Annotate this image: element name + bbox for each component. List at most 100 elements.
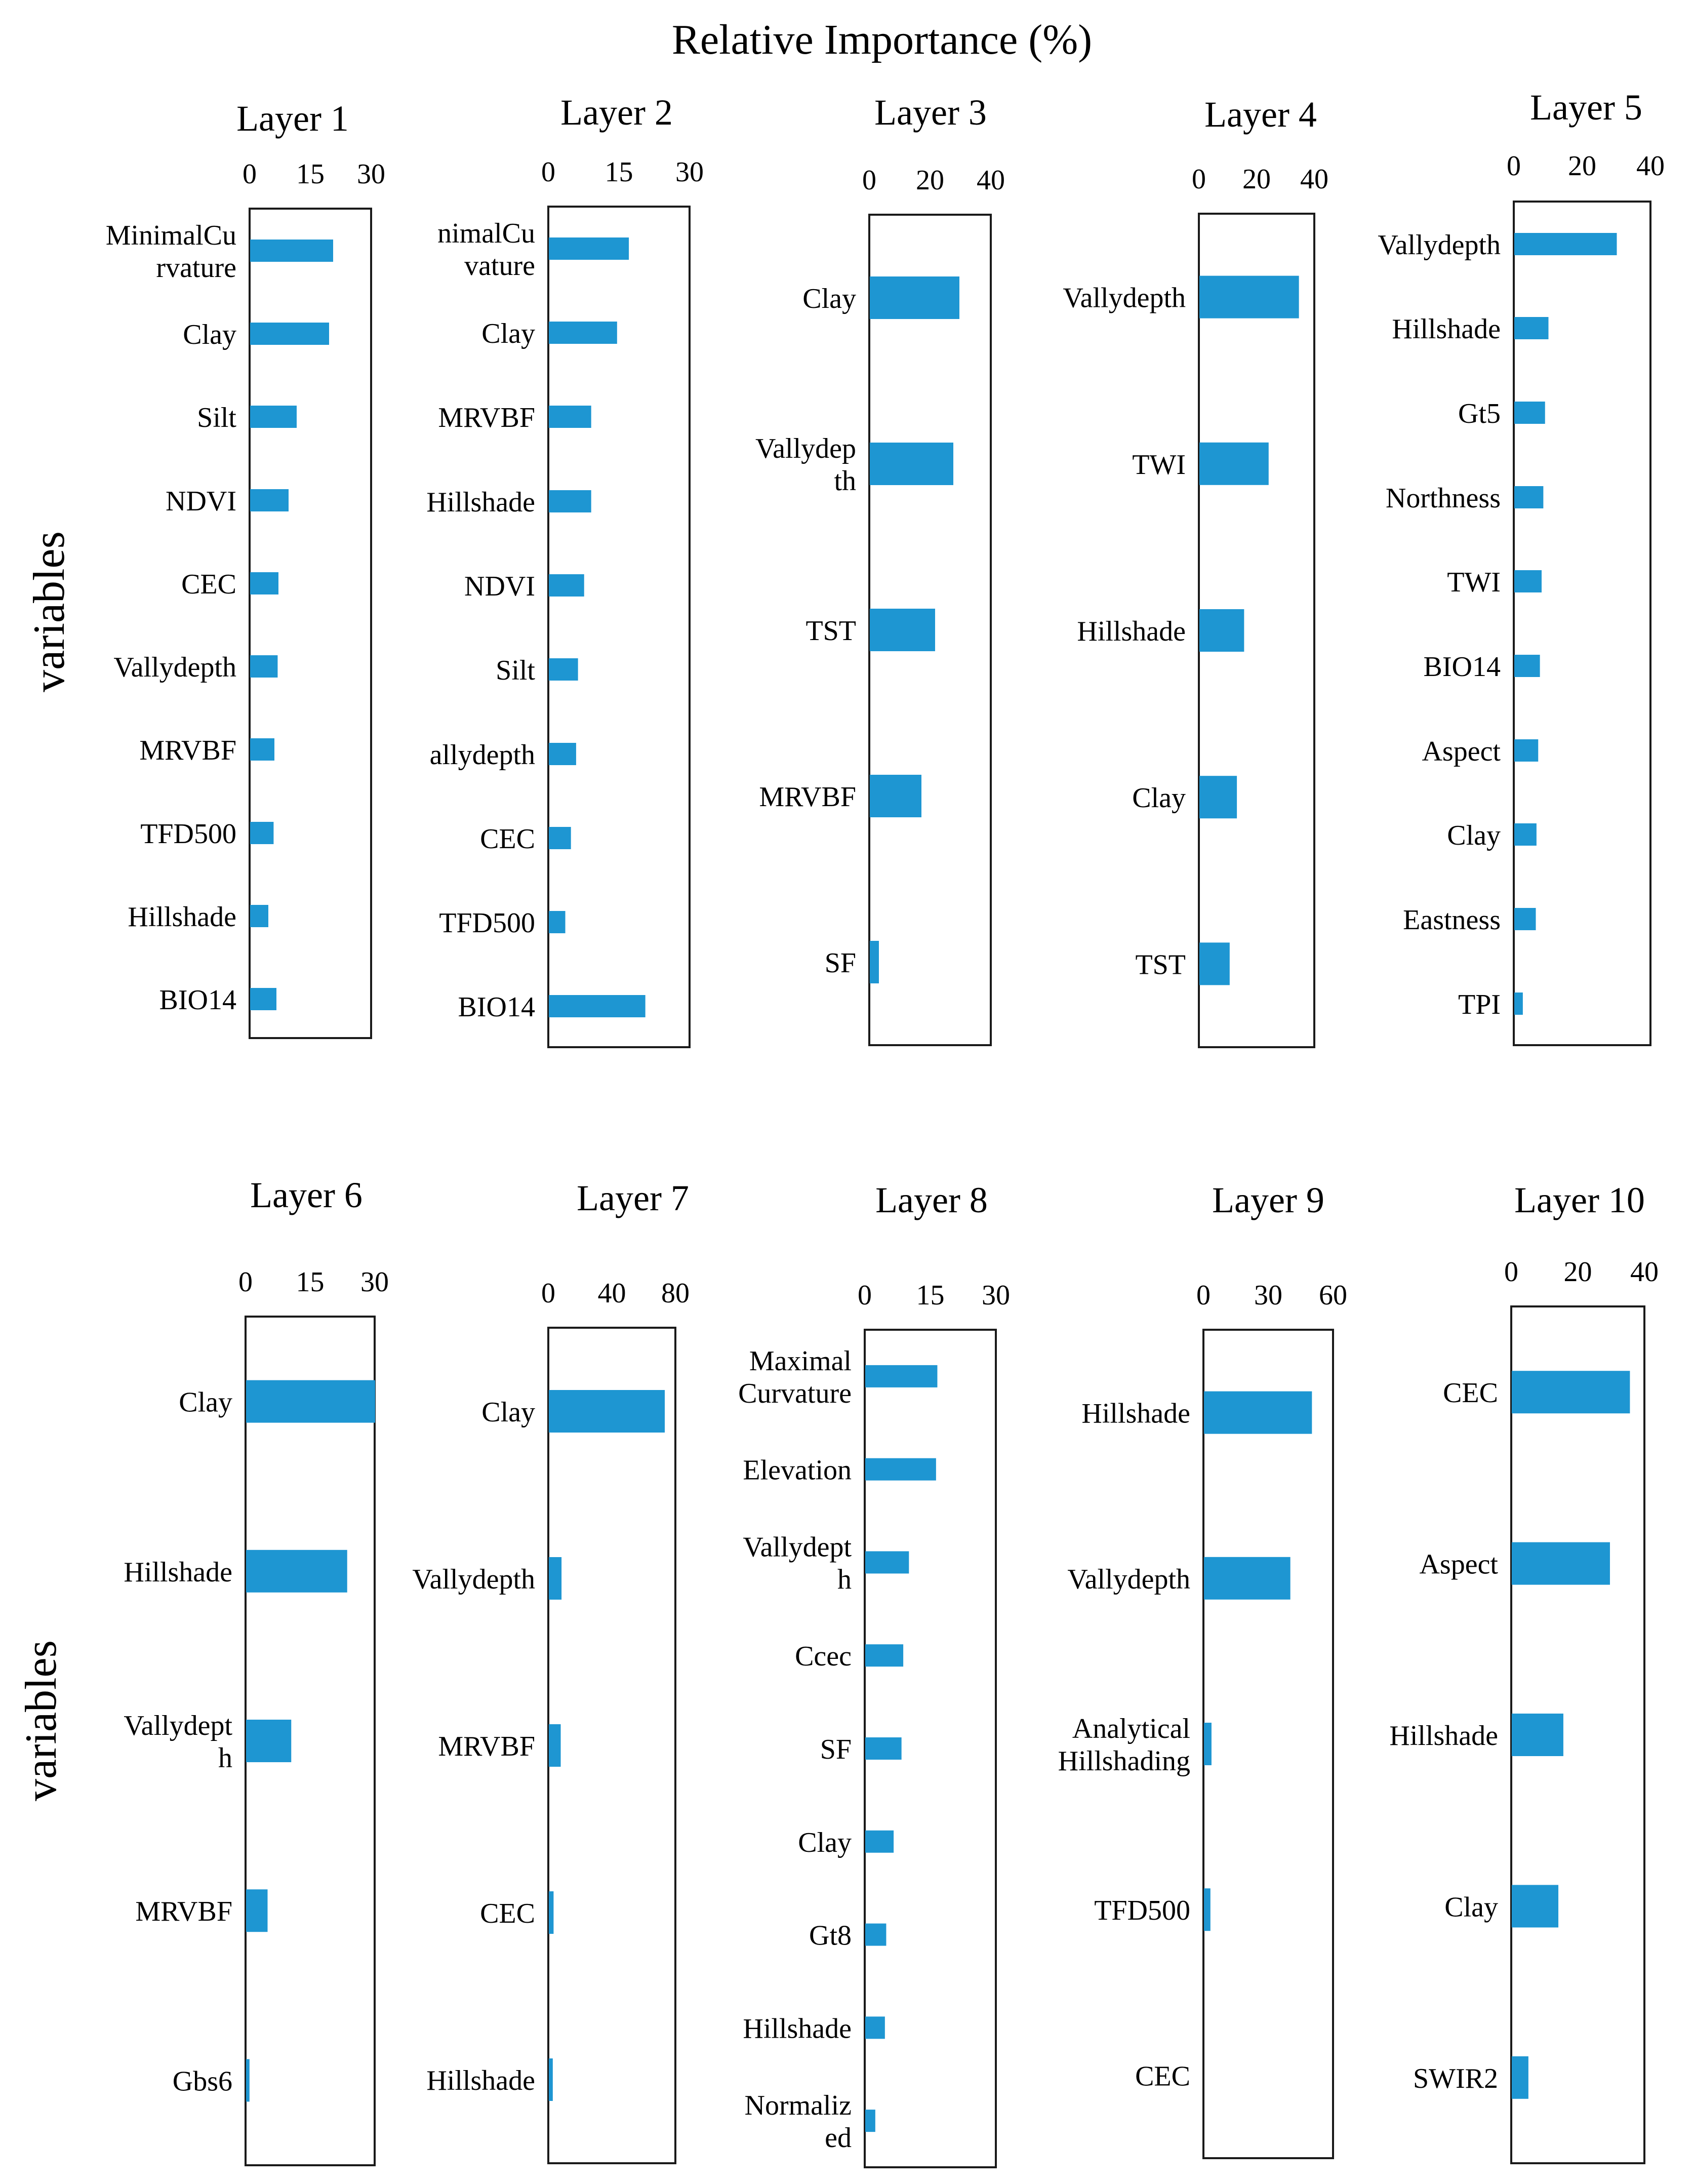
category-label: SWIR2 bbox=[1413, 2063, 1498, 2094]
category-label: allydepth bbox=[430, 739, 535, 771]
bar bbox=[1512, 2056, 1528, 2099]
x-tick-label: 0 bbox=[862, 165, 876, 196]
bar bbox=[1514, 486, 1544, 508]
bar bbox=[1199, 776, 1237, 819]
bar bbox=[865, 1365, 938, 1387]
bar bbox=[1514, 823, 1537, 846]
bar bbox=[549, 658, 578, 681]
category-label: Silt bbox=[197, 402, 236, 433]
category-label: CEC bbox=[1443, 1377, 1498, 1409]
bar bbox=[250, 323, 329, 345]
panel-layer-4: Layer 4 0 20 40 Vallydepth TWI Hillshade Clay TS… bbox=[1063, 94, 1328, 1048]
bar bbox=[1514, 570, 1542, 592]
category-label: Clay bbox=[481, 318, 535, 349]
x-tick-label: 80 bbox=[661, 1278, 690, 1309]
bar bbox=[246, 1889, 268, 1932]
panel-layer-10: Layer 10 0 20 40 CEC Aspect Hillshade Clay SWIR2 bbox=[1389, 1180, 1659, 2164]
x-tick-label: 40 bbox=[1300, 164, 1328, 195]
category-label: Normaliz ed bbox=[745, 2090, 852, 2154]
panel-layer-6: Layer 6 0 15 30 Clay Hillshade Vallydept h MRVBF… bbox=[124, 1175, 389, 2166]
x-tick-label: 60 bbox=[1319, 1280, 1347, 1311]
x-tick-label: 20 bbox=[916, 165, 944, 196]
panel-layer-5: Layer 5 0 20 40 Vallydepth Hillshade Gt5 Northn… bbox=[1378, 87, 1665, 1046]
category-label: Clay bbox=[1447, 820, 1501, 851]
bar bbox=[250, 738, 274, 761]
x-tick-label: 0 bbox=[238, 1266, 253, 1298]
category-label: BIO14 bbox=[159, 984, 236, 1016]
bar bbox=[1199, 609, 1244, 652]
bar bbox=[1204, 1723, 1212, 1765]
bar bbox=[549, 1891, 554, 1934]
category-label: CEC bbox=[181, 569, 236, 600]
bar bbox=[865, 1923, 886, 1946]
x-tick-label: 40 bbox=[598, 1278, 626, 1309]
bar bbox=[549, 995, 646, 1017]
bar bbox=[865, 1830, 894, 1853]
bar bbox=[1199, 942, 1230, 985]
category-label: Aspect bbox=[1419, 1549, 1498, 1580]
bar bbox=[1204, 1888, 1211, 1931]
y-axis-label-top: variables bbox=[25, 531, 74, 692]
bar bbox=[865, 1737, 902, 1760]
plot-frame bbox=[245, 1316, 376, 2166]
category-label: Vallydepth bbox=[412, 1564, 535, 1595]
x-tick-label: 0 bbox=[858, 1280, 872, 1311]
bar bbox=[1512, 1714, 1563, 1756]
category-label: TFD500 bbox=[1094, 1895, 1190, 1926]
category-label: CEC bbox=[480, 1898, 535, 1929]
category-label: Hillshade bbox=[743, 2013, 852, 2044]
category-label: Clay bbox=[183, 319, 236, 350]
plot-frame bbox=[1513, 201, 1651, 1046]
panel-layer-1: Layer 1 0 15 30 MinimalCu rvature Clay Silt NDVI… bbox=[106, 98, 385, 1039]
panel-title: Layer 9 bbox=[1212, 1180, 1324, 1220]
bar bbox=[549, 237, 629, 260]
bar bbox=[250, 489, 289, 511]
plot-frame bbox=[1202, 1329, 1334, 2159]
category-label: Ccec bbox=[795, 1641, 852, 1672]
bar bbox=[1204, 1391, 1312, 1434]
category-label: BIO14 bbox=[458, 991, 535, 1023]
bar bbox=[865, 1458, 936, 1481]
category-label: Hillshade bbox=[1077, 616, 1186, 647]
panel-layer-3: Layer 3 0 20 40 Clay Vallydep th TST MRVBF SF bbox=[755, 92, 1005, 1046]
plot-frame bbox=[547, 1327, 676, 2164]
plot-frame bbox=[1198, 213, 1315, 1048]
category-label: Hillshade bbox=[124, 1557, 232, 1588]
category-label: NDVI bbox=[166, 486, 236, 517]
x-tick-label: 0 bbox=[541, 156, 555, 188]
panel-layer-9: Layer 9 0 30 60 Hillshade Vallydepth Analytica… bbox=[1058, 1180, 1347, 2159]
category-label: TPI bbox=[1458, 989, 1501, 1020]
panel-layer-2: Layer 20 15 30 nimalCu vature Clay MRVBF Hillsh… bbox=[426, 92, 704, 1048]
plot-frame bbox=[547, 206, 691, 1048]
panel-title: Layer 8 bbox=[875, 1180, 988, 1220]
category-label: Clay bbox=[1132, 782, 1186, 814]
panel-title: Layer 3 bbox=[874, 92, 987, 133]
panel-layer-8: Layer 8 0 15 30 Maximal Curvature Elevation Val… bbox=[738, 1180, 1010, 2168]
x-tick-label: 15 bbox=[605, 156, 633, 188]
x-tick-label: 40 bbox=[1636, 150, 1665, 182]
category-label: MinimalCu rvature bbox=[106, 220, 236, 284]
bar bbox=[1514, 317, 1549, 339]
x-tick-label: 20 bbox=[1564, 1256, 1592, 1288]
category-label: Hillshade bbox=[1081, 1398, 1190, 1429]
bar bbox=[865, 1644, 904, 1667]
category-label: SF bbox=[825, 947, 856, 979]
bar bbox=[865, 2110, 875, 2132]
category-label: CEC bbox=[480, 823, 535, 855]
category-label: MRVBF bbox=[759, 781, 856, 813]
bar bbox=[1514, 233, 1617, 255]
plot-frame bbox=[864, 1329, 997, 2168]
x-tick-label: 20 bbox=[1242, 164, 1271, 195]
category-label: Gt8 bbox=[809, 1920, 852, 1952]
bar bbox=[549, 911, 566, 933]
category-label: NDVI bbox=[464, 571, 535, 602]
bar bbox=[250, 406, 297, 428]
category-label: Hillshade bbox=[1389, 1720, 1498, 1752]
bar bbox=[1514, 739, 1539, 762]
bar bbox=[1199, 275, 1299, 319]
category-label: nimalCu vature bbox=[437, 218, 535, 282]
bar bbox=[1514, 908, 1536, 930]
bar bbox=[549, 406, 591, 428]
figure-title: Relative Importance (%) bbox=[672, 16, 1092, 63]
category-label: Vallydepth bbox=[1378, 229, 1501, 261]
